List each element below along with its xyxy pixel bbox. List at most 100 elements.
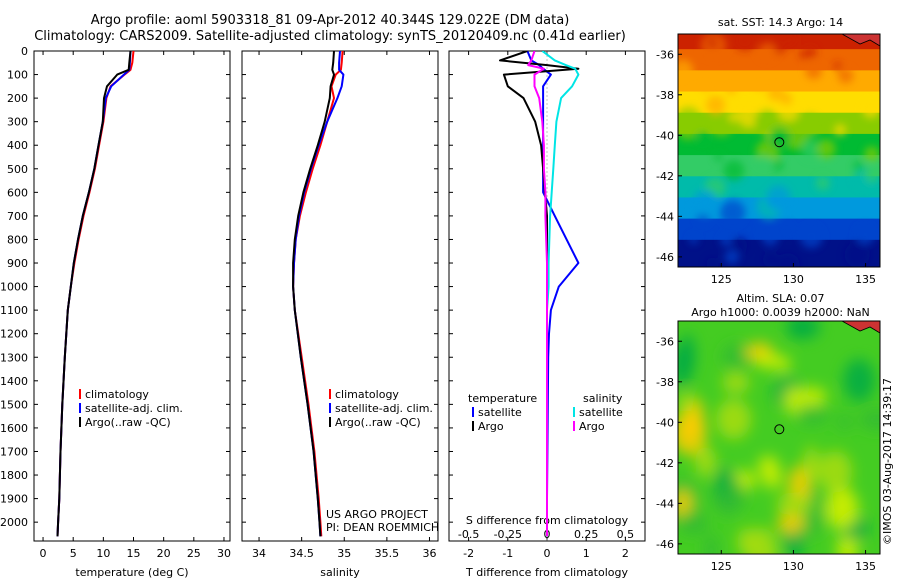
sla-patch	[720, 481, 745, 512]
sst-patch	[799, 49, 810, 60]
sst-patch	[765, 157, 776, 168]
legend-temperature-item: satellite	[478, 406, 522, 419]
sla-patch	[716, 399, 752, 440]
legend-temperature-title: temperature	[468, 392, 537, 405]
sst-map-xtick-label: 125	[711, 273, 732, 286]
coastline	[841, 321, 880, 334]
depth-tick-label: 2000	[0, 516, 28, 529]
sst-patch	[782, 34, 798, 47]
salinity-profile-series-group	[292, 51, 345, 537]
sst-patch	[767, 83, 785, 101]
sla-patch	[785, 321, 821, 340]
sst-patch	[723, 160, 745, 181]
sla-patch	[818, 450, 853, 494]
sst-map-ytick-label: -40	[656, 129, 674, 142]
sst-patch	[728, 110, 740, 122]
sla-patch	[754, 352, 783, 370]
title-line-2: Climatology: CARS2009. Satellite-adjuste…	[34, 29, 626, 44]
sst-texture	[678, 34, 880, 267]
salinity-profile-legend-item: climatology	[335, 388, 399, 401]
sst-map-field	[678, 34, 880, 267]
sst-patch	[865, 168, 880, 183]
sst-patch	[688, 234, 699, 244]
salinity-profile-xtick-label: 36	[422, 547, 436, 560]
s-tick-label: 0.5	[617, 528, 635, 541]
depth-tick-label: 600	[7, 186, 28, 199]
sst-patch	[834, 124, 847, 136]
sla-patch	[679, 333, 696, 378]
temperature-profile-xtick-label: 10	[96, 547, 110, 560]
coastline	[841, 34, 880, 47]
s-tick-label: -0.5	[458, 528, 479, 541]
sst-patch	[780, 92, 793, 106]
sst-map-ytick-label: -36	[656, 48, 674, 61]
sst-patch	[710, 115, 733, 137]
sst-patch	[798, 114, 821, 137]
sst-patch	[707, 38, 717, 47]
sst-patch	[766, 185, 791, 210]
salinity-profile-legend-item: satellite-adj. clim.	[335, 402, 433, 415]
sla-map-group: 125 130 135 -36 -38 -40 -42 -44 -46	[656, 320, 881, 573]
temperature-profile-xlabel: temperature (deg C)	[75, 566, 188, 579]
sst-patch	[754, 109, 779, 135]
sst-patch	[844, 242, 870, 267]
sla-map-ytick-label: -36	[656, 335, 674, 348]
sla-patch	[746, 527, 778, 554]
sla-patch	[704, 533, 718, 554]
sst-patch	[696, 212, 710, 226]
sla-patch	[683, 414, 698, 439]
sla-patch	[776, 513, 805, 535]
depth-tick-label: 100	[7, 69, 28, 82]
sla-map-ytick-label: -40	[656, 416, 674, 429]
depth-tick-label: 700	[7, 210, 28, 223]
difference-profile-series-group	[499, 51, 580, 537]
salinity-profile-legend-item: Argo(..raw -QC)	[335, 416, 421, 429]
sst-patch	[678, 59, 694, 81]
depth-tick-label: 200	[7, 92, 28, 105]
sla-patch	[795, 406, 830, 425]
depth-tick-label: 900	[7, 257, 28, 270]
sla-map-xtick-label: 130	[783, 560, 804, 573]
sst-map-xtick-label: 135	[855, 273, 876, 286]
salinity-profile-line-argo	[292, 51, 335, 537]
sst-patch	[732, 237, 748, 254]
sst-map-xtick-label: 130	[783, 273, 804, 286]
depth-tick-label: 400	[7, 139, 28, 152]
temperature-profile-group: 0 5 10 15 20 25 300100200300400500600700800900…	[0, 45, 231, 579]
sst-patch	[801, 140, 822, 161]
salinity-profile-xtick-label: 34.5	[289, 547, 314, 560]
sst-patch	[734, 34, 756, 52]
sla-patch	[721, 343, 752, 370]
sla-map-argo-marker	[774, 424, 785, 435]
temperature-profile-series-group	[56, 51, 135, 537]
temperature-profile-frame	[33, 50, 231, 542]
depth-tick-label: 1300	[0, 351, 28, 364]
difference-profile-xtick-label: 2	[622, 547, 629, 560]
depth-tick-label: 1200	[0, 328, 28, 341]
sla-map-ytick-label: -46	[656, 538, 674, 551]
sla-texture	[678, 321, 880, 554]
sst-patch	[761, 229, 779, 246]
sla-patch	[825, 487, 859, 531]
sla-map-ytick-label: -44	[656, 497, 674, 510]
sst-patch	[837, 67, 854, 84]
difference-profile-xtick-label: 0	[544, 547, 551, 560]
salinity-profile-group: 34 34.5 35 35.5 36 salinity climatologysatelli…	[241, 50, 439, 579]
sla-patch	[783, 386, 803, 415]
difference-profile-line-s-argo	[527, 51, 548, 537]
depth-tick-label: 1000	[0, 281, 28, 294]
legend-temperature-item: Argo	[478, 420, 504, 433]
temperature-profile-legend-item: Argo(..raw -QC)	[85, 416, 171, 429]
temperature-profile-legend-item: satellite-adj. clim.	[85, 402, 183, 415]
sst-map-group: 125 130 135 -36 -38 -40 -42 -44 -46	[656, 33, 881, 286]
temperature-profile-legend-item: climatology	[85, 388, 149, 401]
sla-map-xtick-label: 125	[711, 560, 732, 573]
sla-patch	[776, 492, 812, 517]
sst-map-ytick-label: -46	[656, 251, 674, 264]
sla-patch	[838, 413, 852, 431]
s-tick-label: 0.25	[574, 528, 599, 541]
s-tick-label: -0.25	[494, 528, 522, 541]
sla-map-xtick-label: 135	[855, 560, 876, 573]
legend-salinity-item: Argo	[579, 420, 605, 433]
